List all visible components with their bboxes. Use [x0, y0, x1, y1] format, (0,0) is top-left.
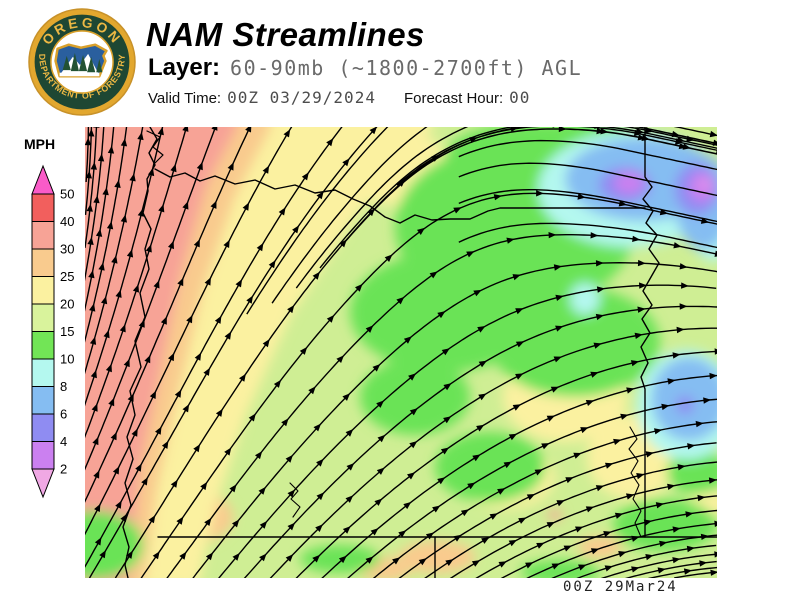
streamline-map	[85, 127, 717, 578]
svg-text:4: 4	[60, 434, 67, 449]
svg-text:25: 25	[60, 269, 74, 284]
odf-logo: OREGON DEPARTMENT OF FORESTRY	[28, 8, 136, 116]
svg-text:6: 6	[60, 407, 67, 422]
oregon-state-emblem	[54, 43, 108, 78]
valid-time-label: Valid Time:	[148, 90, 222, 107]
svg-text:15: 15	[60, 324, 74, 339]
legend-title: MPH	[24, 136, 56, 152]
svg-text:50: 50	[60, 187, 74, 202]
svg-text:20: 20	[60, 297, 74, 312]
model-timestamp: 00Z 29Mar24	[563, 579, 678, 595]
wind-speed-legend: MPH 50 40 30 25 20 15 10 8 6 4 2	[16, 136, 90, 516]
streamlines-layer	[85, 127, 717, 578]
legend-colorbar: 50 40 30 25 20 15 10 8 6 4 2	[31, 164, 74, 499]
layer-label: Layer:	[148, 54, 221, 81]
forecast-hour-label: Forecast Hour:	[403, 90, 504, 107]
wind-speed-shading	[85, 127, 717, 578]
page-title: NAM Streamlines	[146, 16, 425, 53]
forecast-hour-value: 00	[509, 88, 531, 107]
svg-text:8: 8	[60, 379, 67, 394]
idaho-border-snake-river	[640, 127, 660, 538]
layer-row: Layer: 60-90mb (~1800-2700ft) AGL	[148, 54, 582, 82]
owyhee-river	[628, 426, 642, 538]
state-borders	[122, 127, 717, 578]
valid-time-value: 00Z 03/29/2024	[227, 88, 376, 107]
columbia-river-wa-border	[154, 168, 646, 224]
layer-value: 60-90mb (~1800-2700ft) AGL	[230, 56, 583, 80]
svg-text:30: 30	[60, 242, 74, 257]
odf-seal-graphic: OREGON DEPARTMENT OF FORESTRY	[28, 8, 136, 116]
wind-region-2-4	[614, 172, 715, 202]
columbia-estuary	[146, 130, 164, 164]
valid-time-row: Valid Time: 00Z 03/29/2024 Forecast Hour…	[148, 88, 530, 107]
tree-icons	[62, 52, 103, 73]
wind-region-under-2	[701, 180, 709, 188]
svg-text:2: 2	[60, 462, 67, 477]
svg-text:10: 10	[60, 352, 74, 367]
svg-text:40: 40	[60, 214, 74, 229]
